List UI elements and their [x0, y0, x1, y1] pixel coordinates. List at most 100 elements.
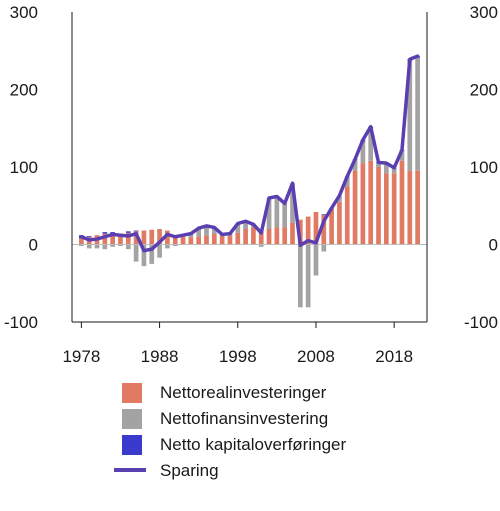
bar-nettofinansinvestering-1983: [118, 244, 123, 247]
bar-nettofinansinvestering-1984: [125, 244, 131, 250]
bar-nettofinansinvestering-1999: [243, 221, 248, 229]
bar-nettorealinvesteringer-2012: [344, 186, 350, 245]
legend-swatch-netto-kapitaloverf-ringer: [122, 435, 142, 455]
bar-nettorealinvesteringer-2000: [251, 227, 256, 245]
legend-swatch-nettofinansinvestering: [122, 409, 142, 429]
y-tick-right-300: 300: [470, 3, 498, 22]
line-layer: [79, 54, 420, 253]
bar-nettofinansinvestering-1992: [188, 233, 194, 238]
bar-nettofinansinvestering-2016: [376, 163, 381, 168]
bar-nettofinansinvestering-2021: [415, 57, 420, 171]
bar-nettofinansinvestering-1981: [102, 244, 108, 250]
y-tick-left--100: -100: [4, 313, 38, 332]
bar-nettorealinvesteringer-2018: [391, 173, 397, 245]
right-axis-ticks: -100 0 100 200 300: [464, 3, 498, 332]
bar-nettorealinvesteringer-2003: [274, 227, 280, 245]
bar-nettofinansinvestering-1998: [235, 223, 241, 233]
bar-nettorealinvesteringer-1995: [211, 233, 217, 245]
bar-nettofinansinvestering-2017: [383, 163, 389, 174]
left-axis-ticks: -100 0 100 200 300: [4, 3, 38, 332]
bar-netto-kapitaloverf-ringer-1985: [133, 230, 139, 232]
bars-layer: [79, 56, 420, 308]
y-tick-left-200: 200: [10, 81, 38, 100]
bar-nettofinansinvestering-1989: [165, 244, 170, 249]
bar-nettorealinvesteringer-1989: [165, 230, 170, 245]
y-tick-right-200: 200: [470, 81, 498, 100]
bar-nettofinansinvestering-1980: [94, 244, 100, 249]
bar-nettorealinvesteringer-2011: [337, 201, 342, 245]
bar-nettorealinvesteringer-2017: [383, 173, 389, 245]
bar-nettorealinvesteringer-1990: [172, 235, 178, 245]
bar-nettofinansinvestering-1995: [211, 227, 217, 234]
bar-nettofinansinvestering-2003: [274, 196, 280, 228]
bar-nettofinansinvestering-1990: [172, 244, 178, 247]
bar-nettofinansinvestering-2001: [258, 244, 264, 247]
bar-nettofinansinvestering-2004: [282, 203, 288, 228]
bar-netto-kapitaloverf-ringer-1981: [102, 232, 108, 234]
bar-nettorealinvesteringer-2004: [282, 227, 288, 245]
bar-nettorealinvesteringer-2005: [290, 222, 295, 245]
line-sparing: [79, 54, 420, 253]
y-tick-left-300: 300: [10, 3, 38, 22]
bar-nettorealinvesteringer-2002: [266, 229, 272, 245]
y-tick-left-100: 100: [10, 158, 38, 177]
bar-nettorealinvesteringer-1993: [196, 236, 202, 245]
bar-nettofinansinvestering-1994: [204, 225, 209, 236]
legend-swatch-nettorealinvesteringer: [122, 383, 142, 403]
bar-nettofinansinvestering-2014: [360, 141, 366, 164]
bar-nettorealinvesteringer-1992: [188, 237, 194, 245]
bar-nettorealinvesteringer-1978: [79, 238, 84, 245]
bar-nettofinansinvestering-2005: [290, 183, 295, 223]
bar-nettorealinvesteringer-1987: [149, 229, 155, 245]
bar-nettofinansinvestering-2020: [407, 60, 413, 171]
x-axis-ticks: 1978 1988 1998 2008 2018: [62, 322, 413, 366]
bar-nettofinansinvestering-1979: [86, 244, 92, 249]
y-tick-right--100: -100: [464, 313, 498, 332]
bar-nettofinansinvestering-1985: [133, 244, 139, 262]
bar-nettorealinvesteringer-2013: [352, 170, 358, 245]
bar-nettorealinvesteringer-1982: [110, 233, 115, 245]
bar-nettofinansinvestering-1987: [149, 244, 155, 264]
bar-nettorealinvesteringer-2016: [376, 167, 381, 245]
bar-nettofinansinvestering-2015: [368, 128, 374, 161]
bar-nettorealinvesteringer-2007: [305, 216, 311, 245]
bar-nettorealinvesteringer-1998: [235, 232, 241, 245]
bar-nettorealinvesteringer-1984: [125, 232, 131, 245]
bar-nettorealinvesteringer-2019: [399, 160, 405, 245]
bar-nettofinansinvestering-2009: [321, 244, 327, 252]
y-tick-right-0: 0: [489, 236, 498, 255]
bar-nettofinansinvestering-2013: [352, 160, 358, 171]
bar-nettofinansinvestering-2018: [391, 168, 397, 174]
bar-nettofinansinvestering-2007: [305, 244, 311, 308]
bar-netto-kapitaloverf-ringer-1984: [125, 231, 131, 233]
legend-label-nettofinansinvestering: Nettofinansinvestering: [160, 409, 328, 428]
y-tick-left-0: 0: [29, 236, 38, 255]
bar-nettorealinvesteringer-2015: [368, 160, 374, 245]
bar-nettofinansinvestering-2006: [297, 244, 303, 308]
bar-nettofinansinvestering-1978: [79, 244, 84, 247]
x-tick-1998: 1998: [219, 347, 257, 366]
legend-label-netto-kapitaloverf-ringer: Netto kapitaloverføringer: [160, 435, 346, 454]
x-tick-2008: 2008: [297, 347, 335, 366]
bar-nettorealinvesteringer-1983: [118, 233, 123, 245]
bar-nettorealinvesteringer-2021: [415, 170, 420, 245]
bar-nettorealinvesteringer-2009: [321, 215, 327, 245]
plot-frame: [71, 12, 428, 323]
x-tick-1988: 1988: [141, 347, 179, 366]
bar-nettorealinvesteringer-2010: [329, 208, 334, 245]
bar-nettorealinvesteringer-1988: [157, 229, 162, 245]
legend-label-nettorealinvesteringer: Nettorealinvesteringer: [160, 383, 327, 402]
bar-nettofinansinvestering-1982: [110, 244, 115, 247]
bar-nettofinansinvestering-1993: [196, 228, 202, 237]
y-tick-right-100: 100: [470, 158, 498, 177]
bar-nettofinansinvestering-1986: [141, 244, 147, 267]
bar-nettorealinvesteringer-2014: [360, 163, 366, 245]
bar-nettorealinvesteringer-1981: [102, 233, 108, 245]
bar-netto-kapitaloverf-ringer-1979: [86, 235, 92, 237]
bar-netto-kapitaloverf-ringer-2009: [321, 214, 327, 216]
x-tick-2018: 2018: [375, 347, 413, 366]
bar-nettofinansinvestering-2012: [344, 177, 350, 187]
bar-nettorealinvesteringer-1997: [227, 235, 233, 245]
legend: Nettorealinvesteringer Nettofinansinveste…: [114, 383, 346, 480]
